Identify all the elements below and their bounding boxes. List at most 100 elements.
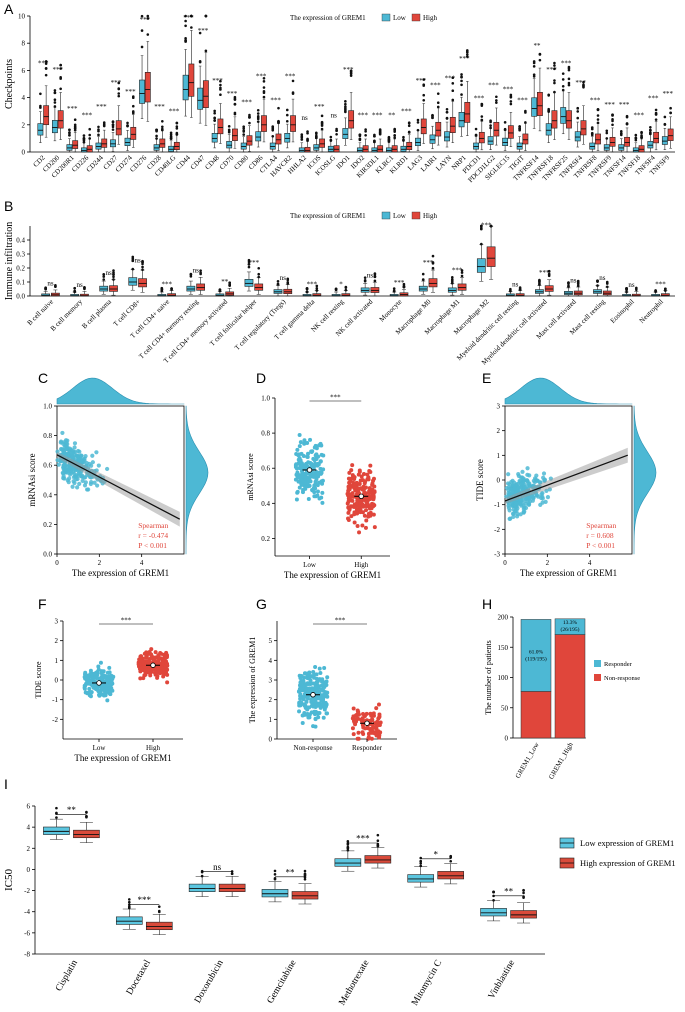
- outlier-point: [300, 133, 304, 136]
- outlier-point: [553, 67, 556, 71]
- box: [545, 123, 552, 136]
- strip-point: [325, 675, 330, 680]
- significance-label: ***: [67, 105, 78, 113]
- strip-point: [299, 451, 304, 456]
- scatter-point: [521, 476, 526, 481]
- strip-point: [312, 474, 317, 479]
- outlier-point: [117, 94, 121, 98]
- outlier-point: [561, 84, 565, 88]
- significance-label: ***: [590, 96, 601, 104]
- outlier-point: [532, 65, 536, 68]
- mean-marker: [96, 680, 102, 686]
- box: [580, 120, 587, 136]
- box: [632, 147, 639, 153]
- box: [115, 120, 122, 136]
- scatter-point: [75, 485, 80, 490]
- box: [188, 883, 216, 892]
- outlier-point: [117, 81, 121, 85]
- outlier-point: [640, 130, 643, 134]
- box: [574, 131, 581, 142]
- strip-point: [311, 724, 316, 729]
- box: [444, 131, 450, 142]
- box: [624, 136, 630, 147]
- box: [531, 97, 538, 117]
- strip-point: [319, 683, 324, 688]
- outlier-point: [157, 909, 161, 913]
- x-tick-label: Responder: [352, 744, 383, 752]
- strip-point: [354, 717, 359, 722]
- scatter-point: [511, 483, 516, 488]
- strip-point: [160, 661, 165, 666]
- outlier-point: [68, 134, 71, 137]
- outlier-point: [625, 122, 629, 126]
- strip-point: [315, 489, 320, 494]
- strip-point: [309, 462, 314, 467]
- strip-point: [323, 692, 328, 697]
- outlier-point: [247, 258, 251, 262]
- strip-point: [305, 440, 310, 445]
- x-tick-label: CD47: [189, 153, 207, 171]
- outlier-point: [553, 79, 556, 82]
- scatter-point: [534, 473, 539, 478]
- scatter-point: [67, 466, 72, 471]
- scatter-point: [61, 471, 66, 476]
- strip-point: [315, 493, 320, 498]
- outlier-point: [198, 60, 202, 63]
- box: [110, 139, 116, 148]
- outlier-point: [242, 127, 246, 130]
- outlier-point: [522, 891, 525, 895]
- x-tick-label: Neutrophil: [638, 298, 665, 325]
- outlier-point: [503, 121, 507, 124]
- strip-point: [361, 471, 366, 476]
- outlier-point: [567, 81, 571, 85]
- legend-label-low: Low expression of GREM1: [580, 838, 674, 848]
- outlier-point: [305, 287, 309, 290]
- significance-label: ***: [270, 96, 281, 104]
- x-tick-label: Eosinophil: [609, 298, 636, 325]
- strip-point: [377, 714, 382, 719]
- outlier-point: [664, 289, 667, 292]
- outlier-point: [421, 278, 425, 281]
- outlier-point: [376, 844, 380, 847]
- strip-point: [376, 702, 381, 707]
- x-tick-label: High: [354, 561, 369, 569]
- strip-point: [362, 513, 367, 518]
- outlier-point: [625, 287, 628, 290]
- strip-point: [307, 471, 312, 476]
- strip-point: [297, 709, 302, 714]
- outlier-point: [492, 890, 495, 894]
- box: [115, 916, 143, 925]
- box: [551, 110, 558, 129]
- outlier-point: [300, 135, 304, 138]
- box: [334, 858, 362, 867]
- box: [420, 118, 427, 135]
- outlier-point: [44, 66, 48, 70]
- outlier-point: [358, 133, 362, 137]
- box: [364, 855, 392, 864]
- strip-point: [357, 468, 362, 473]
- outlier-point: [320, 114, 324, 118]
- panel-letter-b: B: [4, 198, 13, 214]
- y-tick-label: -2: [24, 887, 30, 895]
- strip-point: [377, 730, 382, 735]
- scatter-point: [77, 481, 82, 486]
- x-axis-title: The expression of GREM1: [520, 568, 617, 578]
- outlier-point: [190, 26, 193, 29]
- x-tick-label: T cell CD8+: [112, 298, 142, 328]
- outlier-point: [213, 111, 216, 115]
- outlier-point: [199, 271, 202, 275]
- outlier-point: [44, 73, 48, 77]
- significance-label: ***: [416, 77, 427, 85]
- box: [43, 105, 50, 126]
- outlier-point: [53, 91, 57, 95]
- strip-point: [318, 693, 323, 698]
- outlier-point: [146, 17, 150, 20]
- outlier-point: [204, 49, 208, 53]
- outlier-point: [262, 80, 266, 83]
- strip-point: [346, 484, 351, 489]
- strip-point: [322, 665, 327, 670]
- strip-point: [308, 682, 313, 687]
- x-axis-title: The expression of GREM1: [74, 753, 171, 763]
- outlier-point: [73, 118, 77, 122]
